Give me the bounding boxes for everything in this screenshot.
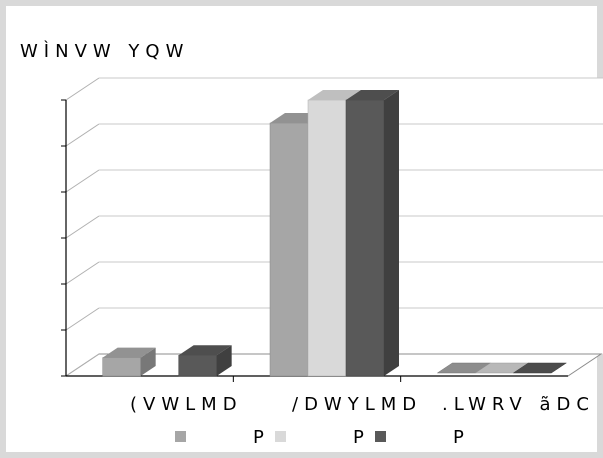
legend-item-2: P [275, 427, 364, 448]
bar-top [346, 90, 399, 100]
bar-front [102, 357, 141, 377]
gridline-side [65, 353, 100, 377]
bar-side [216, 345, 232, 376]
gridline-side [65, 307, 100, 331]
bar-side [140, 347, 156, 376]
bars [102, 90, 568, 377]
legend-label: P [253, 427, 264, 448]
bar-3-3 [512, 362, 568, 374]
gridline-side [65, 215, 100, 239]
bar-top [308, 90, 361, 100]
legend-swatch [375, 431, 386, 442]
bar-top [102, 347, 156, 358]
y-axis-label: WÌNVW YQW [20, 40, 189, 62]
bar-2-3 [345, 90, 399, 377]
bar-1-3 [178, 345, 232, 377]
gridline-side [65, 123, 100, 147]
legend-swatch [175, 431, 186, 442]
legend-label: P [353, 427, 364, 448]
gridline-side [65, 77, 100, 101]
bar-side [384, 90, 399, 376]
bar-front [269, 122, 309, 377]
legend-item-1: P [175, 427, 264, 448]
bar-top [178, 345, 232, 356]
x-axis-labels: (VWLMD/DWYLMD .LWRV ãDC [130, 394, 595, 415]
bar-flat [512, 362, 568, 374]
bar-front [345, 99, 385, 377]
legend-swatch [275, 431, 286, 442]
x-tick-label: (VWLMD [130, 394, 243, 415]
x-tick-label: /DWYLMD [292, 394, 422, 415]
x-tick-label: .LWRV ãDC [442, 394, 595, 415]
bar-front [178, 355, 217, 377]
legend-label: P [453, 427, 464, 448]
legend-item-3: P [375, 427, 464, 448]
gridline-side [65, 261, 100, 285]
bar-front [307, 99, 347, 377]
gridline-side [65, 169, 100, 193]
bar-1-1 [102, 347, 156, 377]
